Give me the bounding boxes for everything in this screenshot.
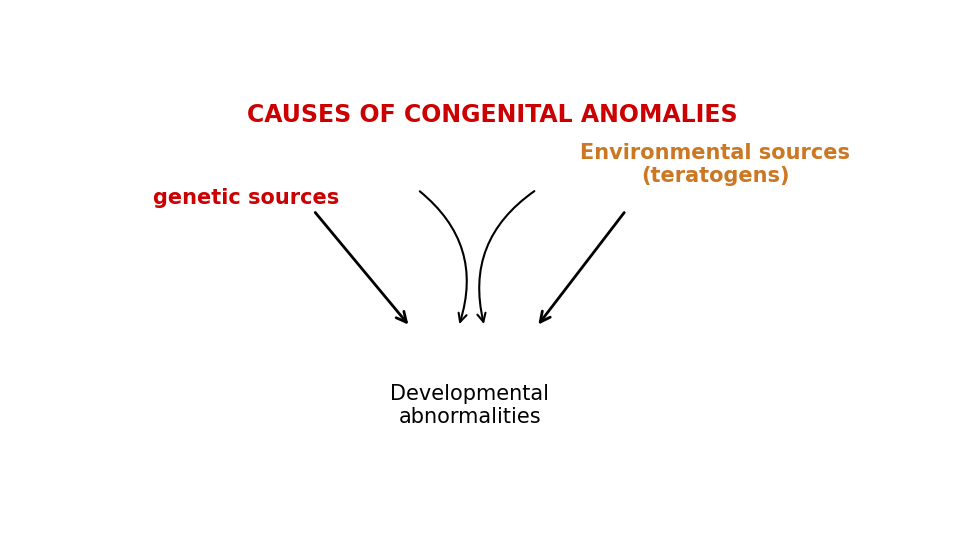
Text: Environmental sources
(teratogens): Environmental sources (teratogens)	[580, 143, 851, 186]
Text: CAUSES OF CONGENITAL ANOMALIES: CAUSES OF CONGENITAL ANOMALIES	[247, 103, 737, 127]
Text: genetic sources: genetic sources	[154, 188, 340, 208]
Text: Developmental
abnormalities: Developmental abnormalities	[390, 384, 549, 427]
